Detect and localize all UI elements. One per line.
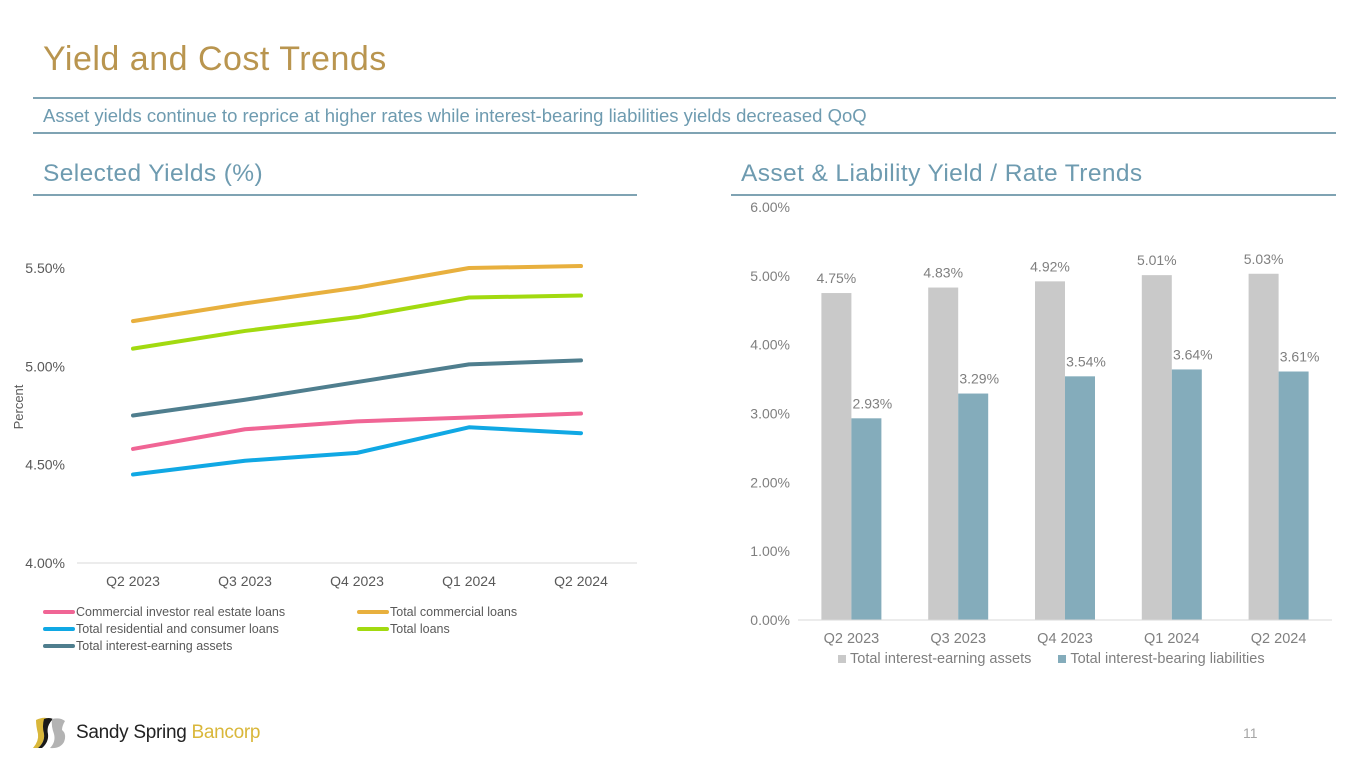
subtitle-bottom-divider [33, 132, 1336, 134]
bar-liabilities [1065, 376, 1095, 620]
line-chart-legend-item: Commercial investor real estate loans [43, 605, 285, 619]
bar-chart-y-tick-label: 1.00% [750, 543, 790, 559]
bar-data-label: 5.01% [1137, 252, 1177, 268]
line-chart-y-tick-label: 5.00% [25, 358, 65, 374]
bar-data-label: 2.93% [853, 395, 893, 411]
line-chart-y-tick-label: 5.50% [25, 260, 65, 276]
legend-label: Total residential and consumer loans [76, 622, 279, 636]
line-chart-legend-item: Total loans [357, 622, 450, 636]
line-series-3 [131, 293, 583, 351]
line-series-1 [131, 264, 583, 324]
line-series-4 [131, 358, 583, 418]
legend-swatch-liabilities [1058, 655, 1067, 663]
legend-label: Total commercial loans [390, 605, 518, 619]
line-chart-title: Selected Yields (%) [43, 160, 264, 187]
legend-swatch-assets [838, 655, 846, 663]
bar-data-label: 4.75% [817, 270, 857, 286]
page-subtitle: Asset yields continue to reprice at high… [43, 105, 867, 126]
bar-liabilities [1171, 369, 1202, 620]
line-chart-y-tick-label: 4.50% [25, 457, 65, 473]
company-name: Sandy Spring Bancorp [76, 722, 260, 744]
legend-label: Total loans [390, 622, 450, 636]
company-name-part2: Bancorp [191, 722, 261, 743]
line-chart: 4.00% 4.50% 5.00% 5.50% Q2 2023 Q3 2023 Q4 20… [11, 260, 637, 589]
line-series-0 [131, 411, 583, 451]
line-chart-legend-item: Total residential and consumer loans [43, 622, 279, 636]
bar-data-label: 3.29% [959, 371, 999, 387]
bar-data-label: 5.03% [1244, 251, 1284, 267]
page-number: 11 [1243, 725, 1258, 741]
bar-chart-x-tick-label: Q4 2023 [1037, 631, 1093, 647]
line-chart-legend-item: Total commercial loans [357, 605, 517, 619]
legend-line-swatch [43, 644, 75, 648]
bar-chart-y-tick-label: 2.00% [750, 474, 790, 490]
company-logo: Sandy Spring Bancorp [32, 716, 260, 750]
bar-chart-x-tick-label: Q2 2024 [1251, 631, 1307, 647]
bar-chart-y-tick-label: 4.00% [750, 337, 790, 353]
bar-liabilities [1278, 371, 1309, 620]
bar-data-label: 3.54% [1066, 353, 1106, 369]
line-chart-legend-item: Total interest-earning assets [43, 639, 232, 653]
legend-line-swatch [43, 627, 75, 631]
legend-line-swatch [43, 610, 75, 614]
line-chart-y-tick-label: 4.00% [25, 555, 65, 571]
line-chart-x-tick-label: Q2 2023 [106, 573, 160, 589]
page-title: Yield and Cost Trends [43, 40, 387, 78]
legend-label-liabilities: Total interest-bearing liabilities [1070, 651, 1265, 667]
bar-chart-title-divider [731, 194, 1336, 196]
bar-liabilities [958, 393, 989, 620]
line-chart-x-tick-label: Q3 2023 [218, 573, 272, 589]
bar-data-label: 4.92% [1030, 258, 1070, 274]
legend-label: Total interest-earning assets [76, 639, 233, 653]
bar-chart: 0.00% 1.00% 2.00% 3.00% 4.00% 5.00% 6.00% Q2 2… [750, 199, 1332, 647]
line-chart-x-tick-label: Q2 2024 [554, 573, 608, 589]
bar-data-label: 3.64% [1173, 346, 1213, 362]
line-chart-title-divider [33, 194, 637, 196]
legend-line-swatch [357, 627, 389, 631]
company-name-part1: Sandy Spring [76, 722, 192, 743]
bar-chart-title: Asset & Liability Yield / Rate Trends [741, 160, 1143, 187]
line-series-2 [131, 425, 583, 477]
bar-assets [1035, 281, 1065, 620]
bar-chart-y-tick-label: 5.00% [750, 268, 790, 284]
legend-label-assets: Total interest-earning assets [850, 651, 1032, 667]
bar-data-label: 3.61% [1280, 349, 1320, 365]
sandy-spring-logo-icon [33, 717, 66, 749]
bar-assets [1141, 275, 1172, 620]
legend-label: Commercial investor real estate loans [76, 605, 286, 619]
bar-chart-legend: Total interest-earning assets Total inte… [838, 651, 1265, 667]
line-chart-x-tick-label: Q1 2024 [442, 573, 496, 589]
bar-assets [821, 293, 852, 620]
bar-chart-x-tick-label: Q3 2023 [930, 631, 986, 647]
bar-chart-x-tick-label: Q1 2024 [1144, 631, 1200, 647]
bar-chart-y-tick-label: 3.00% [750, 406, 790, 422]
bar-data-label: 4.83% [923, 265, 963, 281]
bar-liabilities [851, 418, 882, 620]
bar-chart-y-tick-label: 0.00% [750, 612, 790, 628]
bar-assets [1248, 273, 1279, 620]
bar-assets [928, 287, 959, 620]
subtitle-top-divider [33, 97, 1336, 99]
bar-chart-y-tick-label: 6.00% [750, 199, 790, 215]
line-chart-y-axis-label: Percent [11, 384, 26, 429]
bar-chart-x-tick-label: Q2 2023 [824, 631, 880, 647]
line-chart-x-tick-label: Q4 2023 [330, 573, 384, 589]
legend-line-swatch [357, 610, 389, 614]
